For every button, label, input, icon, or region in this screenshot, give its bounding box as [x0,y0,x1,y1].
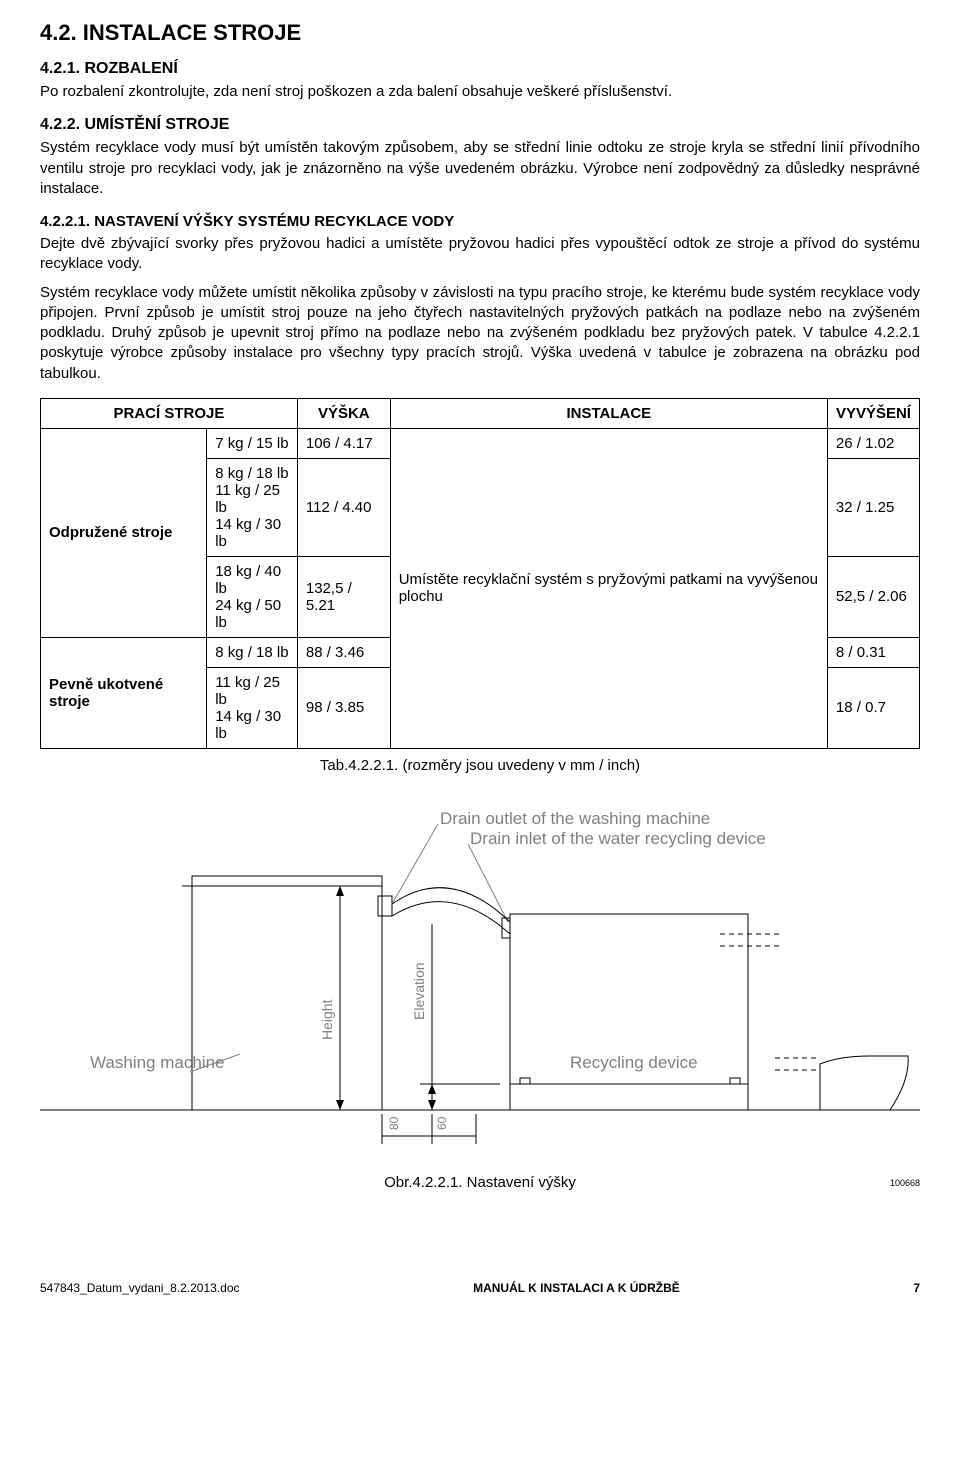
sub1-text: Po rozbalení zkontrolujte, zda není stro… [40,82,920,102]
th-vyvyseni: VYVÝŠENÍ [827,398,919,428]
fig-id: 100668 [890,1178,920,1188]
install-table: PRACÍ STROJE VÝŠKA INSTALACE VYVÝŠENÍ Od… [40,398,920,749]
cell-cap: 18 kg / 40 lb 24 kg / 50 lb [207,556,298,637]
cell-e: 18 / 0.7 [827,667,919,748]
cat-pevne: Pevně ukotvené stroje [41,637,207,748]
sub1-title: 4.2.1. ROZBALENÍ [40,60,920,78]
figure-caption-row: Obr.4.2.2.1. Nastavení výšky 100668 [40,1174,920,1191]
height-diagram: Drain outlet of the washing machine Drai… [40,804,920,1164]
cell-e: 26 / 1.02 [827,428,919,458]
cell-e: 32 / 1.25 [827,458,919,556]
sub2-title: 4.2.2. UMÍSTĚNÍ STROJE [40,116,920,134]
cell-inst: Umístěte recyklační systém s pryžovými p… [390,428,827,748]
cell-e: 8 / 0.31 [827,637,919,667]
section-title: 4.2. INSTALACE STROJE [40,20,920,46]
sub221-title: 4.2.2.1. NASTAVENÍ VÝŠKY SYSTÉMU RECYKLA… [40,213,920,230]
label-drain-outlet: Drain outlet of the washing machine [440,809,710,828]
label-60: 60 [435,1116,449,1130]
cell-cap: 8 kg / 18 lb 11 kg / 25 lb 14 kg / 30 lb [207,458,298,556]
sub221-p1: Dejte dvě zbývající svorky přes pryžovou… [40,234,920,275]
table-caption: Tab.4.2.2.1. (rozměry jsou uvedeny v mm … [40,757,920,774]
cell-cap: 7 kg / 15 lb [207,428,298,458]
footer: 547843_Datum_vydani_8.2.2013.doc MANUÁL … [40,1281,920,1295]
sub2-text: Systém recyklace vody musí být umístěn t… [40,138,920,199]
label-drain-inlet: Drain inlet of the water recycling devic… [470,829,766,848]
cell-cap: 8 kg / 18 lb [207,637,298,667]
cell-cap: 11 kg / 25 lb 14 kg / 30 lb [207,667,298,748]
label-recycling-device: Recycling device [570,1053,698,1072]
label-washing-machine: Washing machine [90,1053,225,1072]
cat-odpruzene: Odpružené stroje [41,428,207,637]
label-height: Height [319,999,335,1040]
cell-h: 88 / 3.46 [297,637,390,667]
cell-h: 98 / 3.85 [297,667,390,748]
th-stroje: PRACÍ STROJE [41,398,298,428]
footer-right: 7 [913,1281,920,1295]
table-header-row: PRACÍ STROJE VÝŠKA INSTALACE VYVÝŠENÍ [41,398,920,428]
cell-e: 52,5 / 2.06 [827,556,919,637]
cell-h: 106 / 4.17 [297,428,390,458]
label-80: 80 [387,1116,401,1130]
footer-left: 547843_Datum_vydani_8.2.2013.doc [40,1281,240,1295]
footer-center: MANUÁL K INSTALACI A K ÚDRŽBĚ [473,1281,680,1295]
sub221-p2: Systém recyklace vody můžete umístit něk… [40,283,920,384]
table-row: Odpružené stroje 7 kg / 15 lb 106 / 4.17… [41,428,920,458]
fig-caption: Obr.4.2.2.1. Nastavení výšky [384,1174,576,1191]
th-vyska: VÝŠKA [297,398,390,428]
cell-h: 112 / 4.40 [297,458,390,556]
label-elevation: Elevation [411,962,427,1020]
page: 4.2. INSTALACE STROJE 4.2.1. ROZBALENÍ P… [0,0,960,1305]
cell-h: 132,5 / 5.21 [297,556,390,637]
th-instalace: INSTALACE [390,398,827,428]
